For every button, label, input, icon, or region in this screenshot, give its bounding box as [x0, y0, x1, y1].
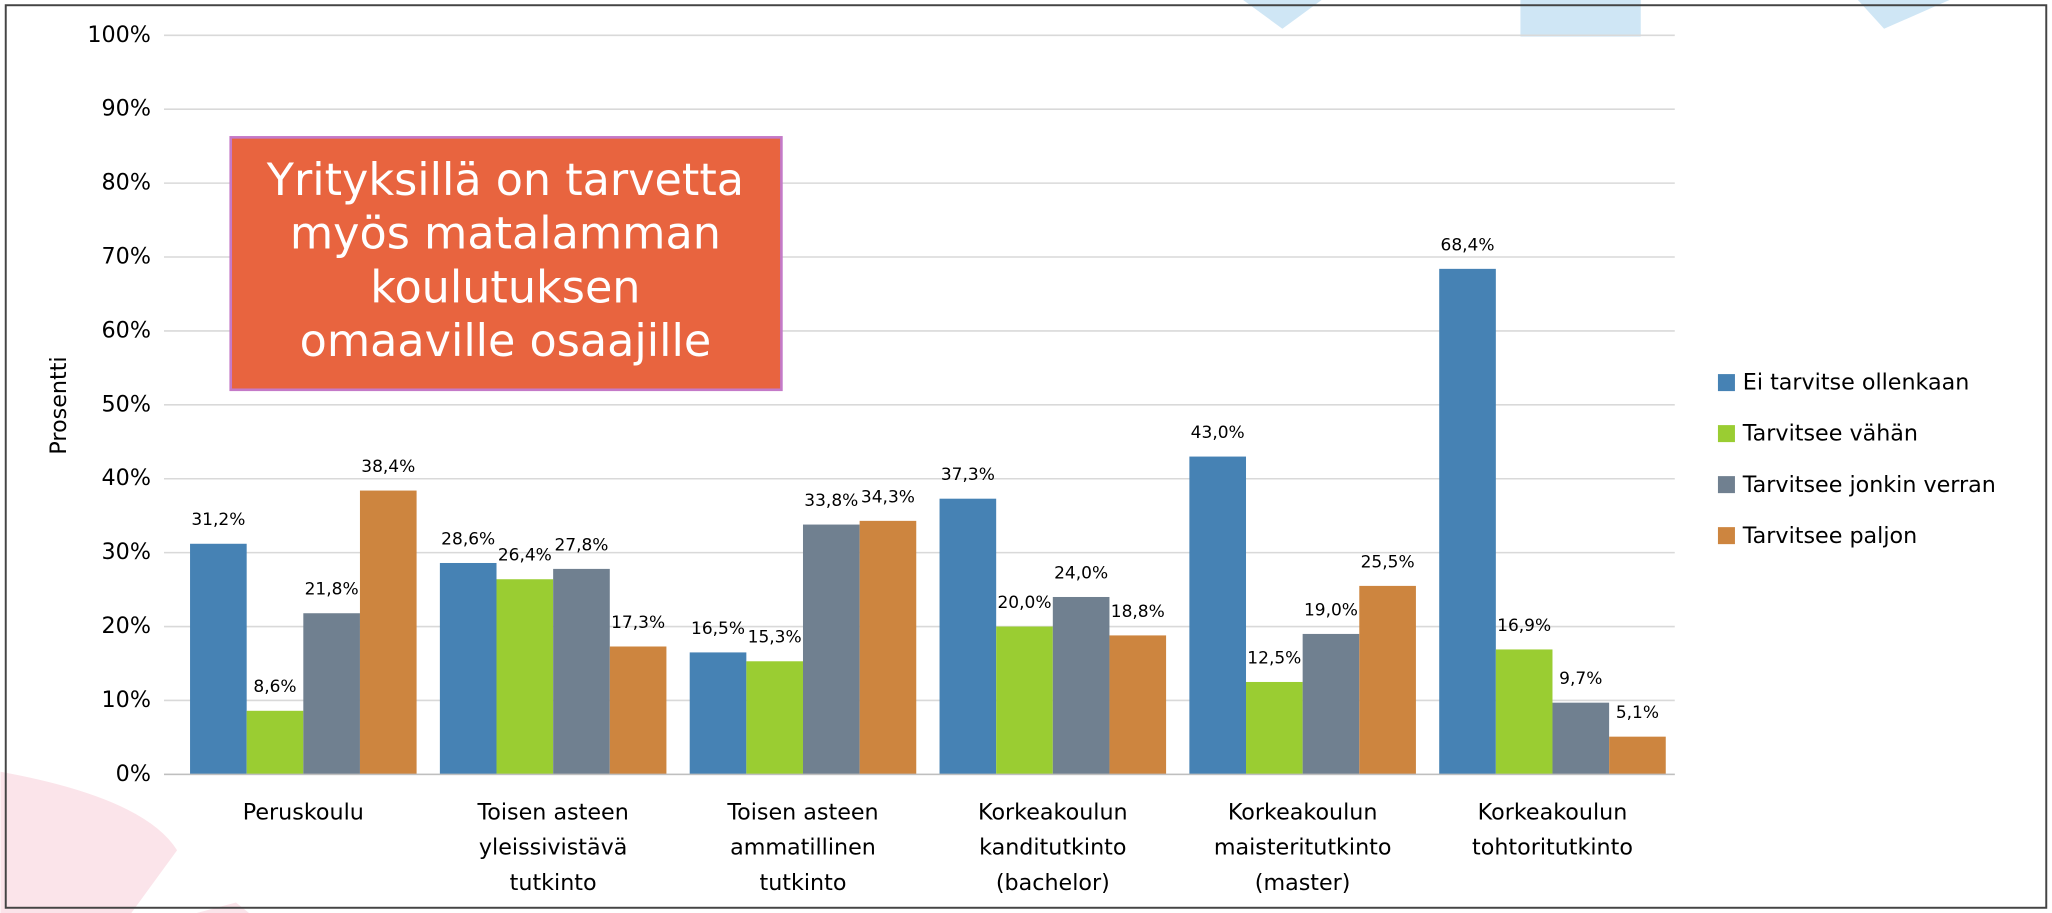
y-tick-label: 60% [102, 317, 151, 343]
value-label: 5,1% [1616, 703, 1659, 723]
value-label: 28,6% [441, 529, 495, 549]
bar [1495, 649, 1553, 775]
y-tick-label: 80% [102, 170, 151, 196]
bar [859, 520, 917, 775]
bar [1302, 633, 1360, 775]
bar [303, 613, 360, 775]
bar [609, 646, 667, 775]
legend-swatch [1717, 476, 1735, 494]
value-label: 21,8% [305, 580, 359, 600]
value-label: 12,5% [1247, 648, 1301, 668]
bar [939, 498, 997, 775]
value-label: 16,9% [1497, 616, 1551, 636]
annotation-box [229, 136, 783, 392]
bar [1359, 585, 1416, 775]
value-label: 17,3% [611, 613, 665, 633]
value-label: 34,3% [861, 487, 915, 507]
bar [746, 661, 803, 775]
value-label: 43,0% [1191, 423, 1245, 443]
y-tick-label: 20% [102, 613, 151, 639]
legend-label: Tarvitsee paljon [1742, 523, 1917, 549]
value-label: 20,0% [997, 593, 1051, 613]
x-tick-label: Korkeakoulun maisteritutkinto (master) [1214, 799, 1392, 896]
bar [996, 626, 1053, 775]
value-label: 38,4% [361, 457, 415, 477]
x-tick-label: Korkeakoulun tohtoritutkinto [1472, 799, 1633, 860]
y-tick-label: 70% [102, 244, 151, 270]
bar [1189, 456, 1247, 775]
y-tick-label: 100% [87, 22, 151, 48]
value-label: 16,5% [691, 619, 745, 639]
x-tick-label: Toisen asteen yleissivistävä tutkinto [477, 799, 629, 896]
value-label: 19,0% [1304, 600, 1358, 620]
bar [1609, 736, 1666, 775]
bar [802, 524, 860, 775]
bar [359, 490, 417, 775]
legend-label: Tarvitsee jonkin verran [1742, 472, 1996, 498]
value-label: 31,2% [191, 510, 245, 530]
bar [496, 579, 554, 775]
y-tick-label: 40% [102, 465, 151, 491]
value-label: 37,3% [941, 465, 995, 485]
legend-swatch [1717, 425, 1735, 443]
y-tick-label: 90% [102, 96, 151, 122]
y-tick-label: 10% [102, 687, 151, 713]
bar [689, 652, 747, 775]
y-tick-label: 50% [102, 391, 151, 417]
legend-label: Tarvitsee vähän [1742, 421, 1918, 447]
value-label: 25,5% [1361, 552, 1415, 572]
legend-swatch [1717, 374, 1735, 392]
frame [4, 4, 2048, 909]
bar [1552, 702, 1610, 775]
value-label: 15,3% [748, 628, 802, 648]
bar [246, 710, 304, 775]
bar [1246, 681, 1303, 775]
value-label: 18,8% [1111, 602, 1165, 622]
value-label: 24,0% [1054, 563, 1108, 583]
value-label: 8,6% [253, 677, 296, 697]
annotation-text: Yrityksillä on tarvetta myös matalamman ko… [266, 155, 744, 367]
x-tick-label: Korkeakoulun kanditutkinto (bachelor) [978, 799, 1128, 896]
value-label: 33,8% [804, 491, 858, 511]
value-label: 68,4% [1441, 235, 1495, 255]
value-label: 9,7% [1559, 669, 1602, 689]
y-tick-label: 30% [102, 539, 151, 565]
bar [439, 562, 497, 775]
y-axis-label: Prosentti [46, 356, 72, 454]
y-tick-label: 0% [116, 761, 151, 787]
bar [1052, 596, 1110, 775]
x-tick-label: Peruskoulu [243, 799, 364, 825]
bar [190, 543, 247, 775]
bar [1109, 635, 1167, 775]
bar [553, 568, 610, 775]
bar [1439, 268, 1496, 775]
legend-swatch [1717, 527, 1735, 545]
value-label: 26,4% [498, 546, 552, 566]
legend-label: Ei tarvitse ollenkaan [1743, 370, 1970, 396]
value-label: 27,8% [554, 535, 608, 555]
x-tick-label: Toisen asteen ammatillinen tutkinto [726, 799, 878, 896]
